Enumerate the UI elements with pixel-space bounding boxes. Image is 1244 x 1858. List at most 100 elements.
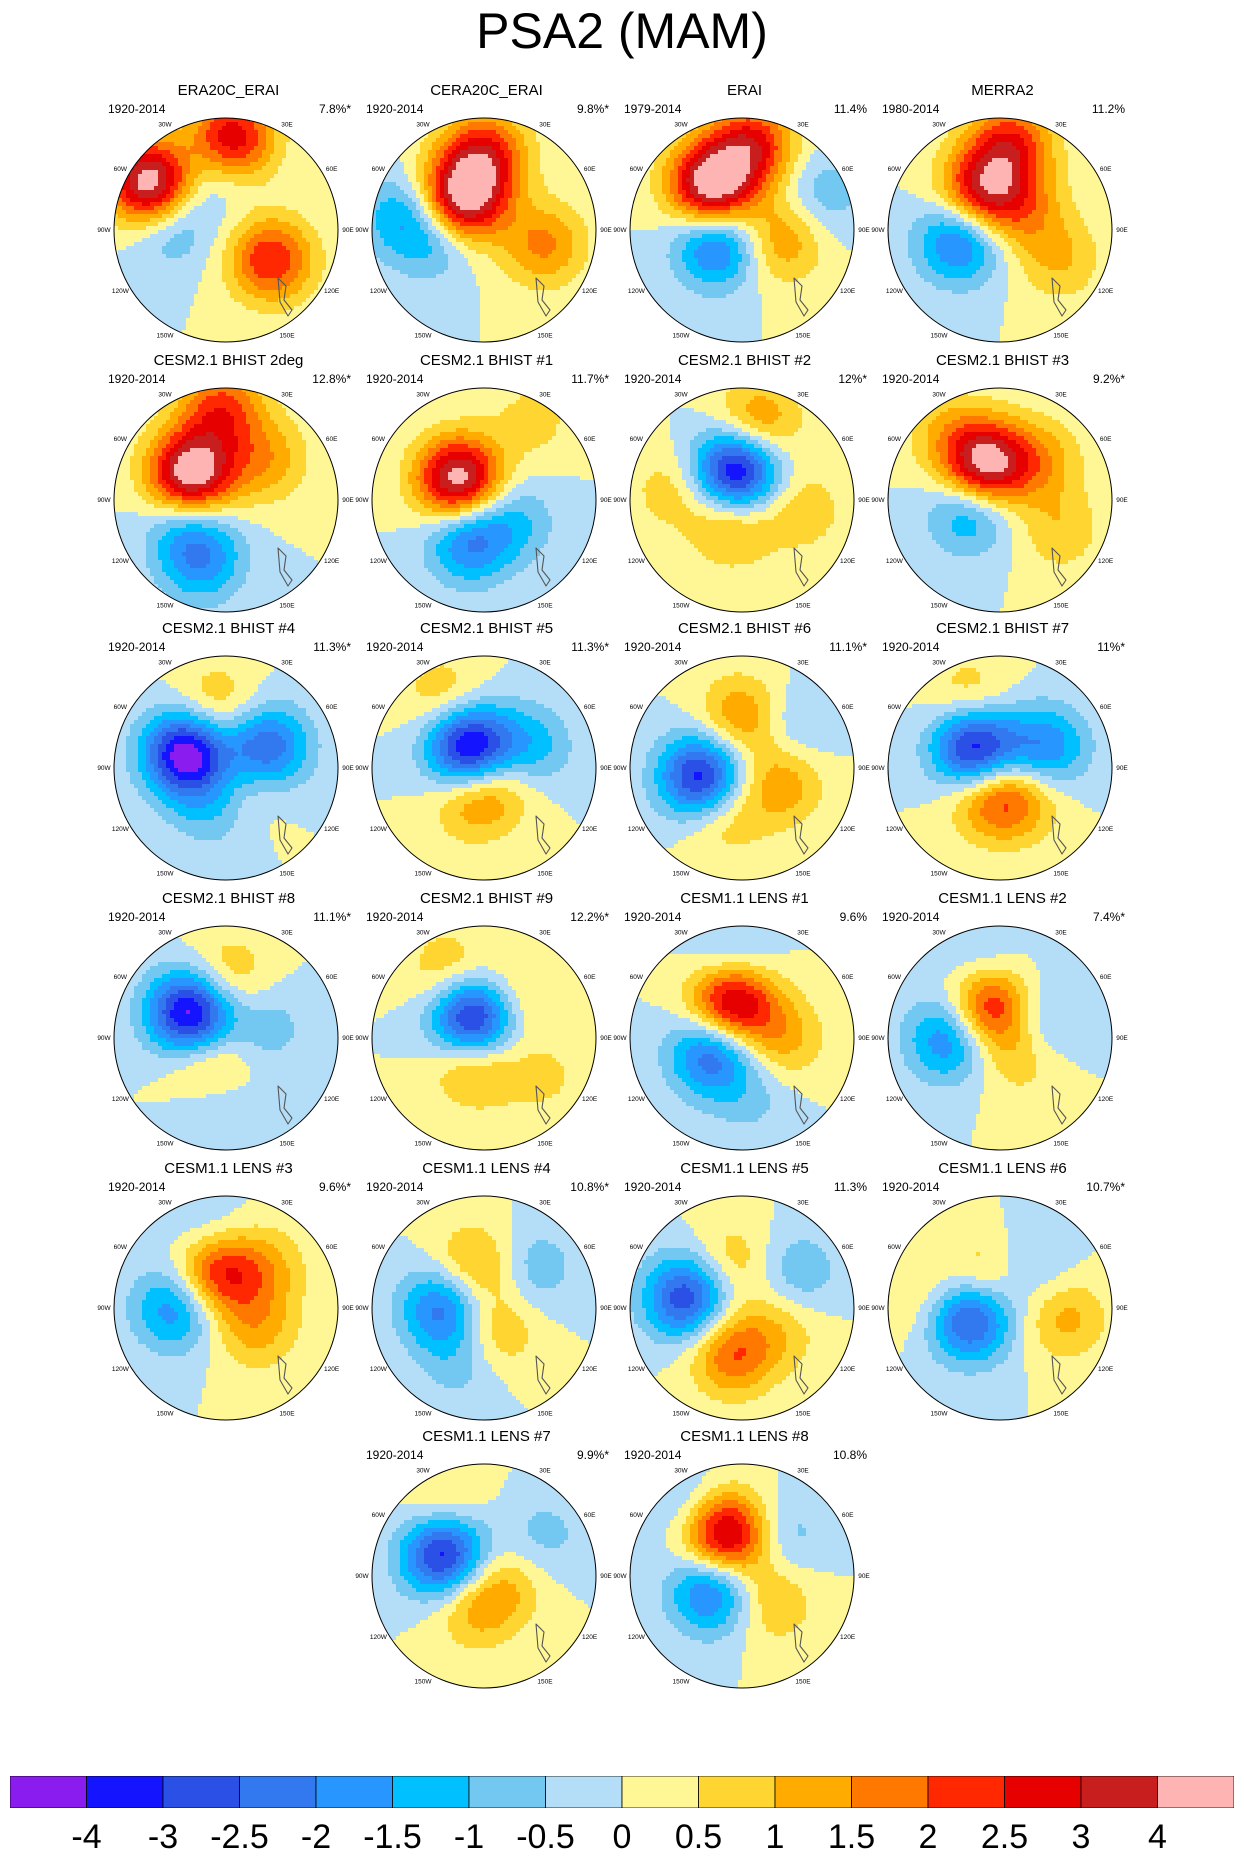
longitude-label: 150E xyxy=(795,1411,811,1418)
colorbar-label: -2 xyxy=(301,1818,331,1856)
longitude-label: 120W xyxy=(886,1366,904,1373)
longitude-label: 30W xyxy=(674,1199,688,1206)
longitude-label: 120W xyxy=(370,826,388,833)
longitude-label: 30W xyxy=(158,391,172,398)
longitude-label: 60E xyxy=(1100,166,1112,173)
longitude-label: 90E xyxy=(342,765,354,772)
longitude-label: 30E xyxy=(281,659,293,666)
map-panel: CESM2.1 BHIST #81920-201411.1%*030E60E90… xyxy=(96,890,361,1150)
longitude-label: 30W xyxy=(674,391,688,398)
polar-map: 030E60E90E120E150E180150W120W90W60W30W xyxy=(354,382,614,614)
longitude-label: 120E xyxy=(840,558,856,565)
longitude-label: 90E xyxy=(858,1305,870,1312)
longitude-label: 90E xyxy=(858,1573,870,1580)
longitude-label: 90W xyxy=(613,1035,627,1042)
longitude-label: 30E xyxy=(797,121,809,128)
colorbar-label: -3 xyxy=(148,1818,178,1856)
map-panel: CESM2.1 BHIST #71920-201411%*030E60E90E1… xyxy=(870,620,1135,880)
longitude-label: 150E xyxy=(795,603,811,610)
longitude-label: 90W xyxy=(871,227,885,234)
polar-map: 030E60E90E120E150E180150W120W90W60W30W xyxy=(870,112,1130,344)
colorbar-swatch xyxy=(316,1776,393,1808)
colorbar-label: 2.5 xyxy=(981,1818,1028,1856)
longitude-label: 120E xyxy=(582,288,598,295)
longitude-label: 120W xyxy=(628,1366,646,1373)
longitude-label: 60W xyxy=(114,974,128,981)
panel-title: MERRA2 xyxy=(870,82,1135,100)
longitude-label: 90E xyxy=(342,1305,354,1312)
longitude-label: 90E xyxy=(600,227,612,234)
longitude-label: 30E xyxy=(539,929,551,936)
longitude-label: 30W xyxy=(932,929,946,936)
longitude-label: 60W xyxy=(630,974,644,981)
longitude-label: 150W xyxy=(157,603,175,610)
polar-map: 030E60E90E120E150E180150W120W90W60W30W xyxy=(354,1190,614,1422)
longitude-label: 90W xyxy=(613,1305,627,1312)
colorbar-swatch xyxy=(699,1776,776,1808)
longitude-label: 120E xyxy=(840,1634,856,1641)
map-panel: ERAI1979-201411.4%030E60E90E120E150E1801… xyxy=(612,82,877,342)
longitude-label: 90E xyxy=(600,1305,612,1312)
longitude-label: 90W xyxy=(871,1305,885,1312)
longitude-label: 60W xyxy=(888,166,902,173)
longitude-label: 120W xyxy=(886,1096,904,1103)
longitude-label: 150W xyxy=(931,603,949,610)
longitude-label: 120W xyxy=(628,826,646,833)
longitude-label: 120W xyxy=(628,1096,646,1103)
longitude-label: 60E xyxy=(842,1512,854,1519)
longitude-label: 30E xyxy=(281,1199,293,1206)
panel-title: CESM1.1 LENS #6 xyxy=(870,1160,1135,1178)
longitude-label: 60W xyxy=(114,436,128,443)
panel-title: CESM2.1 BHIST #8 xyxy=(96,890,361,908)
longitude-label: 150W xyxy=(931,333,949,340)
colorbar-swatch xyxy=(852,1776,929,1808)
longitude-label: 150W xyxy=(157,1141,175,1148)
map-panel: CESM2.1 BHIST #11920-201411.7%*030E60E90… xyxy=(354,352,619,612)
polar-map: 030E60E90E120E150E180150W120W90W60W30W xyxy=(96,382,356,614)
longitude-label: 90E xyxy=(1116,1305,1128,1312)
colorbar-label: 1.5 xyxy=(828,1818,875,1856)
longitude-label: 120E xyxy=(840,1096,856,1103)
longitude-label: 150W xyxy=(673,1141,691,1148)
longitude-label: 60W xyxy=(630,1512,644,1519)
longitude-label: 120E xyxy=(840,826,856,833)
longitude-label: 150E xyxy=(795,871,811,878)
longitude-label: 150W xyxy=(157,1411,175,1418)
panel-title: CESM2.1 BHIST #9 xyxy=(354,890,619,908)
longitude-label: 30E xyxy=(281,929,293,936)
longitude-label: 90W xyxy=(613,497,627,504)
longitude-label: 150W xyxy=(673,1411,691,1418)
map-panel: ERA20C_ERAI1920-20147.8%*030E60E90E120E1… xyxy=(96,82,361,342)
longitude-label: 90W xyxy=(97,497,111,504)
longitude-label: 120E xyxy=(582,558,598,565)
longitude-label: 150E xyxy=(537,1411,553,1418)
longitude-label: 120E xyxy=(1098,558,1114,565)
polar-map: 030E60E90E120E150E180150W120W90W60W30W xyxy=(354,1458,614,1690)
panel-title: CESM2.1 BHIST #4 xyxy=(96,620,361,638)
longitude-label: 30W xyxy=(932,121,946,128)
polar-map: 030E60E90E120E150E180150W120W90W60W30W xyxy=(612,920,872,1152)
colorbar-label: 0.5 xyxy=(675,1818,722,1856)
longitude-label: 150E xyxy=(279,333,295,340)
longitude-label: 90E xyxy=(858,765,870,772)
longitude-label: 60E xyxy=(842,704,854,711)
longitude-label: 120W xyxy=(112,1366,130,1373)
polar-map: 030E60E90E120E150E180150W120W90W60W30W xyxy=(354,650,614,882)
page-title: PSA2 (MAM) xyxy=(0,2,1244,60)
polar-map: 030E60E90E120E150E180150W120W90W60W30W xyxy=(612,112,872,344)
longitude-label: 30W xyxy=(158,929,172,936)
longitude-label: 120W xyxy=(628,1634,646,1641)
longitude-label: 120E xyxy=(324,826,340,833)
longitude-label: 150E xyxy=(279,1411,295,1418)
map-panel: CESM1.1 LENS #81920-201410.8%030E60E90E1… xyxy=(612,1428,877,1688)
map-panel: CESM1.1 LENS #11920-20149.6%030E60E90E12… xyxy=(612,890,877,1150)
longitude-label: 150W xyxy=(415,603,433,610)
longitude-label: 90E xyxy=(342,227,354,234)
longitude-label: 120E xyxy=(840,288,856,295)
colorbar-labels: -4 -3 -2.5 -2 -1.5 -1 -0.5 0 0.5 1 1.5 2 2.5 3 4 xyxy=(0,1818,1244,1858)
panel-title: CESM1.1 LENS #4 xyxy=(354,1160,619,1178)
longitude-label: 90E xyxy=(858,227,870,234)
longitude-label: 90W xyxy=(97,765,111,772)
longitude-label: 150E xyxy=(279,603,295,610)
longitude-label: 90W xyxy=(355,765,369,772)
